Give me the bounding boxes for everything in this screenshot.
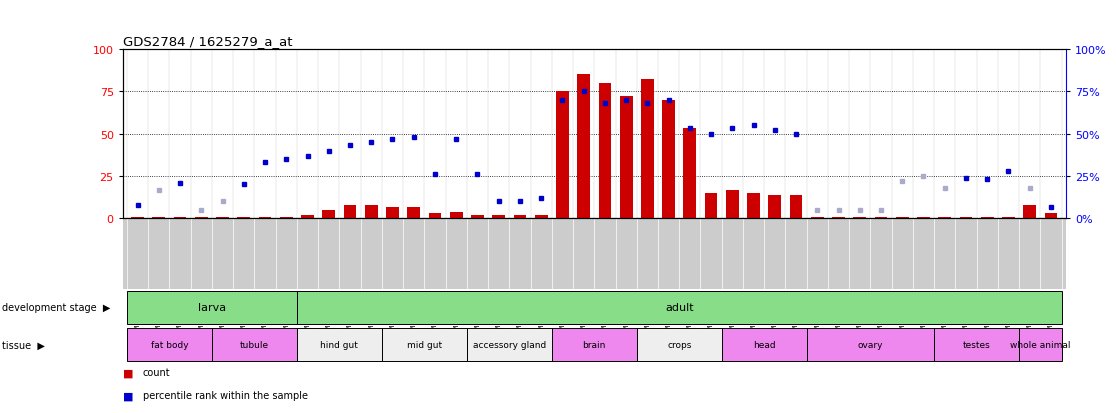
Text: hind gut: hind gut bbox=[320, 340, 358, 349]
FancyBboxPatch shape bbox=[637, 328, 722, 362]
Bar bbox=[725, 190, 739, 219]
Bar bbox=[917, 217, 930, 219]
FancyBboxPatch shape bbox=[551, 328, 637, 362]
Text: ■: ■ bbox=[123, 368, 133, 377]
Text: development stage  ▶: development stage ▶ bbox=[2, 303, 110, 313]
FancyBboxPatch shape bbox=[127, 291, 297, 325]
Bar bbox=[323, 211, 335, 219]
Bar bbox=[513, 216, 527, 219]
Bar bbox=[598, 83, 612, 219]
Bar bbox=[662, 100, 675, 219]
FancyBboxPatch shape bbox=[382, 328, 466, 362]
Bar bbox=[790, 195, 802, 219]
Bar bbox=[619, 97, 633, 219]
Text: fat body: fat body bbox=[151, 340, 189, 349]
Text: accessory gland: accessory gland bbox=[473, 340, 546, 349]
Bar bbox=[195, 217, 208, 219]
Text: larva: larva bbox=[198, 303, 227, 313]
FancyBboxPatch shape bbox=[466, 328, 551, 362]
Text: tissue  ▶: tissue ▶ bbox=[2, 340, 45, 350]
Bar bbox=[875, 217, 887, 219]
Bar bbox=[429, 214, 441, 219]
Bar bbox=[259, 217, 271, 219]
Bar bbox=[769, 195, 781, 219]
FancyBboxPatch shape bbox=[297, 328, 382, 362]
Bar bbox=[1023, 205, 1036, 219]
Bar bbox=[217, 217, 229, 219]
Bar bbox=[811, 217, 824, 219]
Bar bbox=[174, 217, 186, 219]
Bar bbox=[577, 75, 590, 219]
Text: percentile rank within the sample: percentile rank within the sample bbox=[143, 390, 308, 400]
Bar bbox=[641, 80, 654, 219]
Bar bbox=[344, 205, 356, 219]
Text: count: count bbox=[143, 368, 171, 377]
FancyBboxPatch shape bbox=[297, 291, 1061, 325]
Bar bbox=[556, 92, 569, 219]
Bar bbox=[748, 193, 760, 219]
Bar bbox=[854, 217, 866, 219]
Bar bbox=[238, 217, 250, 219]
Text: GDS2784 / 1625279_a_at: GDS2784 / 1625279_a_at bbox=[123, 36, 292, 48]
Bar bbox=[960, 217, 972, 219]
Text: adult: adult bbox=[665, 303, 693, 313]
Bar bbox=[132, 217, 144, 219]
Bar bbox=[301, 216, 314, 219]
Bar bbox=[450, 212, 463, 219]
Bar bbox=[1002, 217, 1014, 219]
Text: ■: ■ bbox=[123, 390, 133, 400]
Bar bbox=[365, 205, 377, 219]
FancyBboxPatch shape bbox=[1019, 328, 1061, 362]
Bar bbox=[939, 217, 951, 219]
FancyBboxPatch shape bbox=[722, 328, 807, 362]
Bar bbox=[407, 207, 420, 219]
Text: testes: testes bbox=[963, 340, 991, 349]
FancyBboxPatch shape bbox=[127, 328, 212, 362]
Bar bbox=[704, 193, 718, 219]
Bar bbox=[833, 217, 845, 219]
Bar bbox=[683, 129, 696, 219]
Bar bbox=[981, 217, 993, 219]
Bar bbox=[280, 217, 292, 219]
Text: head: head bbox=[753, 340, 776, 349]
Text: ovary: ovary bbox=[857, 340, 883, 349]
Bar bbox=[535, 216, 548, 219]
Bar bbox=[1045, 214, 1057, 219]
Bar bbox=[386, 207, 398, 219]
Text: crops: crops bbox=[667, 340, 692, 349]
Text: brain: brain bbox=[583, 340, 606, 349]
Text: tubule: tubule bbox=[240, 340, 269, 349]
Text: whole animal: whole animal bbox=[1010, 340, 1070, 349]
Bar bbox=[896, 217, 908, 219]
Bar bbox=[153, 217, 165, 219]
Text: mid gut: mid gut bbox=[407, 340, 442, 349]
FancyBboxPatch shape bbox=[934, 328, 1019, 362]
Bar bbox=[471, 216, 484, 219]
FancyBboxPatch shape bbox=[212, 328, 297, 362]
Bar bbox=[492, 216, 506, 219]
FancyBboxPatch shape bbox=[807, 328, 934, 362]
